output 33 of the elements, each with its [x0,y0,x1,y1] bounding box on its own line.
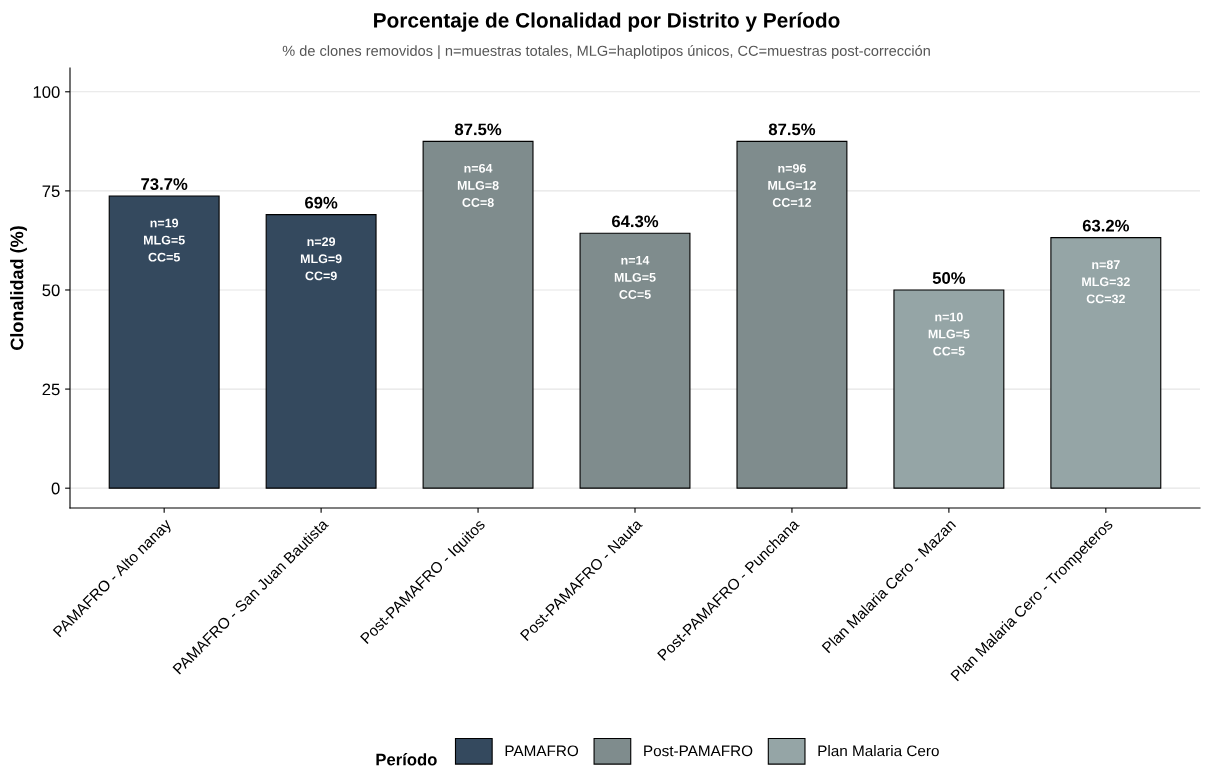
annotation: n=64 MLG=8 CC=8 [457,163,499,207]
legend-label: Plan Malaria Cero [818,745,939,757]
legend-label: PAMAFRO [505,745,579,757]
annotation: n=14 MLG=5 CC=5 [614,255,656,299]
data-label: 73.7% [141,178,188,190]
annotation: n=96 MLG=12 CC=12 [768,163,816,207]
data-label: 69% [305,196,338,209]
annotation: n=87 MLG=32 CC=32 [1082,260,1130,304]
annotation: n=10 MLG=5 CC=5 [928,312,970,356]
y-tick-label: 75 [42,185,60,198]
data-label: 87.5% [768,123,816,136]
annotation: n=29 MLG=9 CC=9 [300,237,342,281]
y-axis-title: Clonalidad (%) [10,226,27,350]
bar [1050,237,1162,489]
data-label: 50% [932,272,966,284]
data-label: 64.3% [611,215,659,228]
y-tick-label: 25 [42,383,60,396]
legend-title: Período [376,753,437,766]
data-label: 63.2% [1082,219,1130,232]
chart-subtitle: % de clones removidos | n=muestras totales, MLG=haplotipos únicos, CC=muestras post-corrección [282,45,930,59]
y-tick-label: 100 [33,86,60,98]
bar [736,140,848,489]
bar [108,195,220,489]
chart-title: Porcentaje de Clonalidad por Distrito y Período [374,12,840,32]
y-tick-label: 0 [51,482,60,495]
bar [579,232,691,489]
bar [893,289,1005,489]
bar [422,140,534,489]
legend-label: Post-PAMAFRO [644,745,753,757]
y-tick-label: 50 [42,284,60,297]
data-label: 87.5% [454,123,502,136]
annotation: n=19 MLG=5 CC=5 [143,218,185,262]
bar [265,214,377,489]
